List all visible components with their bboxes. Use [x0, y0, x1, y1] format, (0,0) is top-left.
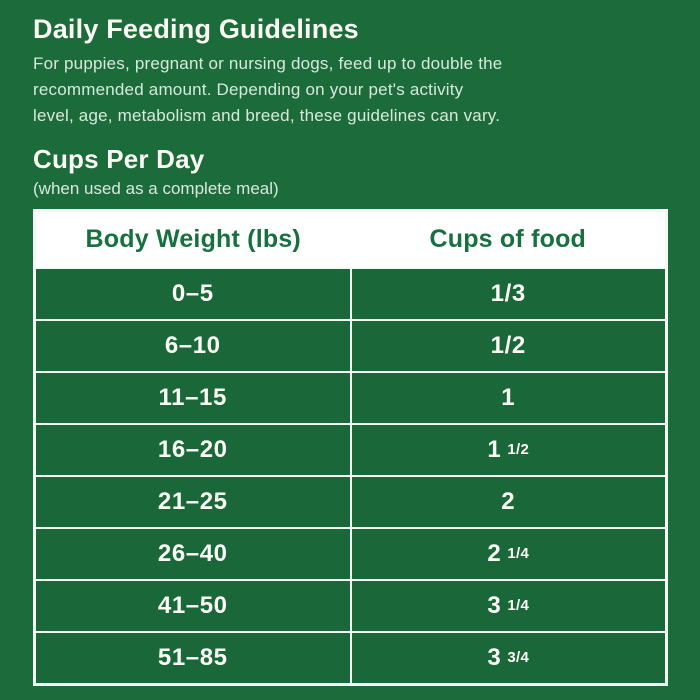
body-weight-value: 16–20	[157, 436, 228, 463]
cups-whole-value: 1/2	[490, 332, 526, 359]
feeding-table: Body Weight (lbs) Cups of food 0–5 1/3 6…	[33, 209, 668, 686]
cups-whole-value: 3	[487, 644, 502, 671]
table-row: 26–40 2 1/4	[36, 529, 665, 579]
body-weight-value: 6–10	[164, 332, 221, 359]
intro-text: For puppies, pregnant or nursing dogs, f…	[33, 51, 668, 129]
intro-line-3: level, age, metabolism and breed, these …	[33, 106, 501, 125]
cups-whole-value: 3	[487, 592, 502, 619]
section-subtitle: (when used as a complete meal)	[33, 179, 279, 198]
cups-fraction-value: 1/4	[507, 544, 530, 562]
cups-cell: 1/3	[351, 269, 665, 319]
table-row: 41–50 3 1/4	[36, 581, 665, 631]
cups-whole-value: 1	[487, 436, 502, 463]
intro-line-2: recommended amount. Depending on your pe…	[33, 80, 464, 99]
cups-whole-value: 2	[501, 488, 516, 515]
cups-cell: 1 1/2	[351, 425, 665, 475]
body-weight-cell: 41–50	[36, 581, 350, 631]
cups-cell: 2	[351, 477, 665, 527]
cups-fraction-value: 3/4	[507, 648, 530, 666]
body-weight-cell: 11–15	[36, 373, 350, 423]
table-row: 0–5 1/3	[36, 269, 665, 319]
cups-whole-value: 2	[487, 540, 502, 567]
cups-cell: 1/2	[351, 321, 665, 371]
body-weight-value: 0–5	[171, 280, 214, 307]
cups-fraction-value: 1/2	[507, 440, 530, 458]
body-weight-value: 41–50	[157, 592, 228, 619]
body-weight-cell: 51–85	[36, 633, 350, 683]
body-weight-cell: 21–25	[36, 477, 350, 527]
table-header-row: Body Weight (lbs) Cups of food	[36, 212, 665, 267]
body-weight-cell: 26–40	[36, 529, 350, 579]
cups-cell: 3 3/4	[351, 633, 665, 683]
table-row: 51–85 3 3/4	[36, 633, 665, 683]
page-title: Daily Feeding Guidelines	[33, 14, 359, 44]
body-weight-cell: 6–10	[36, 321, 350, 371]
table-body: 0–5 1/3 6–10 1/2 11–15 1	[36, 269, 665, 683]
cups-cell: 1	[351, 373, 665, 423]
table-row: 16–20 1 1/2	[36, 425, 665, 475]
column-header-cups-of-food: Cups of food	[429, 225, 587, 253]
column-header-body-weight: Body Weight (lbs)	[85, 225, 301, 253]
cups-cell: 2 1/4	[351, 529, 665, 579]
body-weight-value: 11–15	[158, 384, 227, 411]
cups-whole-value: 1	[501, 384, 516, 411]
body-weight-cell: 0–5	[36, 269, 350, 319]
table-row: 11–15 1	[36, 373, 665, 423]
body-weight-value: 21–25	[157, 488, 228, 515]
table-row: 21–25 2	[36, 477, 665, 527]
cups-cell: 3 1/4	[351, 581, 665, 631]
cups-whole-value: 1/3	[490, 280, 526, 307]
table-row: 6–10 1/2	[36, 321, 665, 371]
section-title: Cups Per Day	[33, 144, 205, 174]
intro-line-1: For puppies, pregnant or nursing dogs, f…	[33, 54, 503, 73]
body-weight-value: 51–85	[157, 644, 228, 671]
body-weight-value: 26–40	[157, 540, 228, 567]
body-weight-cell: 16–20	[36, 425, 350, 475]
cups-fraction-value: 1/4	[507, 596, 530, 614]
